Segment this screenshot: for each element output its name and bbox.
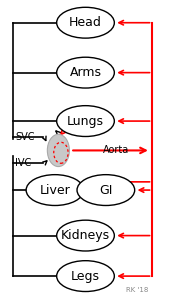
Text: Kidneys: Kidneys bbox=[61, 229, 110, 242]
Text: Head: Head bbox=[69, 16, 102, 29]
Ellipse shape bbox=[47, 134, 69, 167]
Ellipse shape bbox=[77, 175, 135, 206]
Ellipse shape bbox=[57, 106, 114, 137]
Ellipse shape bbox=[57, 261, 114, 291]
Text: Legs: Legs bbox=[71, 270, 100, 283]
Text: IVC: IVC bbox=[15, 158, 31, 168]
Ellipse shape bbox=[57, 57, 114, 88]
Text: Arms: Arms bbox=[69, 66, 102, 79]
Text: Liver: Liver bbox=[40, 183, 70, 196]
Text: SVC: SVC bbox=[15, 132, 35, 142]
Text: Lungs: Lungs bbox=[67, 114, 104, 127]
Ellipse shape bbox=[26, 175, 84, 206]
Ellipse shape bbox=[57, 7, 114, 38]
Text: GI: GI bbox=[99, 183, 113, 196]
Text: RK '18: RK '18 bbox=[126, 287, 149, 293]
Text: Aorta: Aorta bbox=[102, 145, 129, 155]
Ellipse shape bbox=[57, 220, 114, 251]
